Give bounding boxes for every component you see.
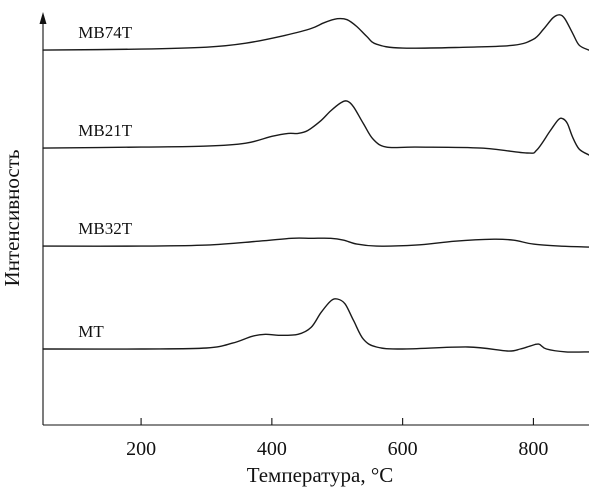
y-axis-arrow-icon bbox=[39, 12, 47, 24]
y-axis-label: Интенсивность bbox=[0, 150, 24, 287]
series-line-mt bbox=[42, 298, 589, 353]
x-tick-label-400: 400 bbox=[257, 438, 287, 460]
x-tick-label-800: 800 bbox=[518, 438, 548, 460]
curve-labels: MB85TMB74TMB21TMB32TMT bbox=[78, 23, 132, 341]
series-label-mb32t: MB32T bbox=[78, 219, 132, 238]
series-label-mt: MT bbox=[78, 322, 104, 341]
axes bbox=[39, 12, 589, 426]
x-tick-label-200: 200 bbox=[126, 438, 156, 460]
series-line-mb32t bbox=[42, 237, 589, 248]
series-line-mb21t bbox=[42, 100, 589, 156]
series-line-mb74t bbox=[42, 14, 589, 51]
series-label-mb21t: MB21T bbox=[78, 121, 132, 140]
series-label-mb74t: MB74T bbox=[78, 23, 132, 42]
x-tick-label-600: 600 bbox=[388, 438, 418, 460]
curves bbox=[42, 14, 589, 353]
x-ticks: 200 400 600 800 bbox=[126, 418, 548, 460]
x-axis-label: Температура, °C bbox=[247, 463, 394, 487]
